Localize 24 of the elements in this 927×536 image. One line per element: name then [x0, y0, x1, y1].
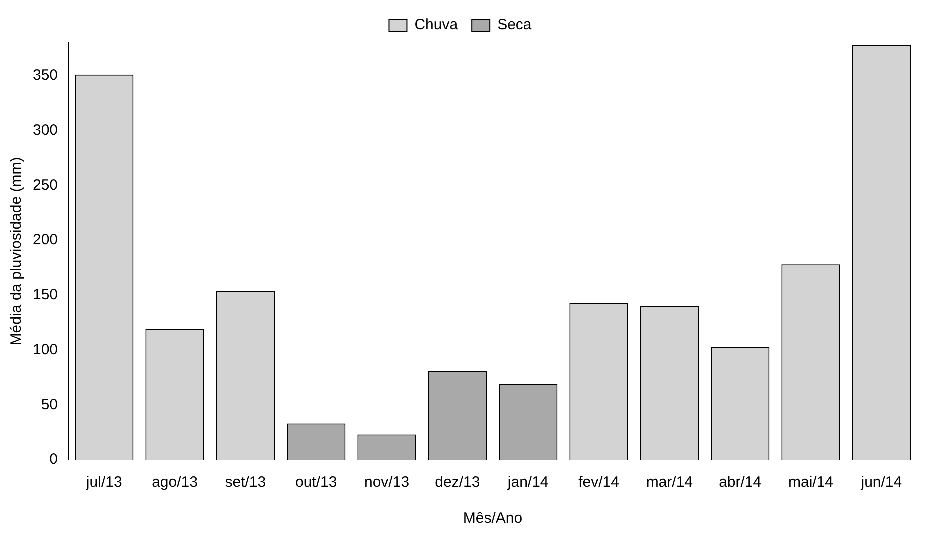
x-tick-label: mar/14	[646, 474, 694, 492]
y-axis-title: Média da pluviosidade (mm)	[8, 157, 26, 346]
y-tick-label: 150	[32, 286, 58, 304]
x-tick-label: out/13	[295, 474, 338, 492]
x-tick-label: jan/14	[506, 474, 549, 492]
y-tick-label: 350	[32, 67, 58, 84]
x-tick-label: jul/13	[85, 474, 122, 492]
y-tick-label: 50	[41, 396, 58, 414]
x-tick-label: dez/13	[435, 474, 480, 492]
y-tick-label: 250	[32, 176, 58, 194]
x-tick-label: mai/14	[788, 474, 834, 492]
x-tick-label: abr/14	[719, 474, 762, 492]
legend-label: Seca	[498, 16, 532, 34]
x-tick-label: jun/14	[860, 474, 902, 492]
x-tick-label: ago/13	[152, 474, 198, 492]
y-tick-label: 0	[50, 451, 58, 468]
y-tick-label: 200	[32, 232, 58, 249]
x-tick-label: nov/13	[364, 474, 410, 492]
legend-label: Chuva	[414, 16, 459, 34]
x-tick-label: set/13	[225, 474, 266, 492]
x-axis-title: Mês/Ano	[463, 510, 523, 528]
y-tick-label: 300	[32, 122, 58, 139]
x-tick-label: fev/14	[578, 474, 620, 492]
y-tick-label: 100	[32, 341, 58, 358]
